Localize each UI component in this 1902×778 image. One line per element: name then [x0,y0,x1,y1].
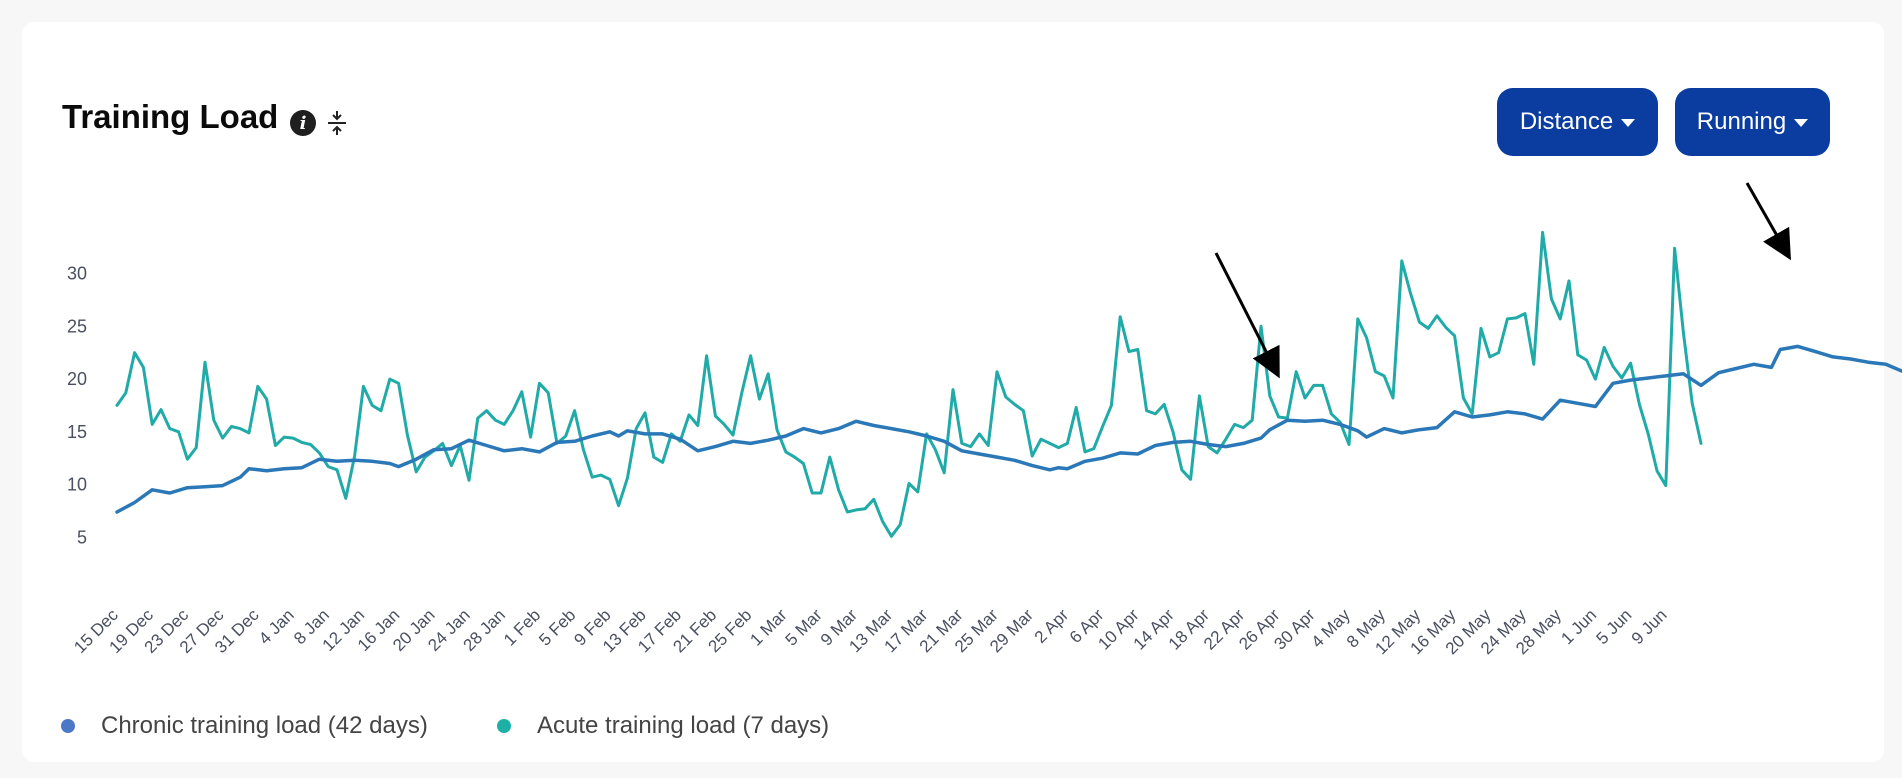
compress-vertical-icon[interactable] [325,109,349,137]
x-tick-label: 1 Jun [1557,605,1600,648]
page-title: Training Load [62,98,279,135]
x-tick-label: 4 Jan [255,605,298,648]
y-tick-label: 25 [67,316,87,336]
annotation-arrows [1214,182,1791,379]
y-tick-label: 10 [67,475,87,495]
x-tick-label: 5 Jun [1593,605,1636,648]
sport-dropdown-button[interactable]: Running [1675,88,1830,156]
legend-chronic[interactable]: Chronic training load (42 days) [61,712,428,740]
x-tick-label: 5 Feb [535,605,579,649]
x-tick-label: 2 Apr [1031,605,1073,647]
caret-down-icon [1621,119,1636,127]
x-tick-label: 1 Mar [746,605,790,649]
caret-down-icon [1794,119,1809,127]
sport-dropdown-label: Running [1696,108,1787,135]
annotation-arrow [1214,252,1280,379]
x-tick-label: 1 Feb [500,605,544,649]
y-tick-label: 15 [67,422,87,442]
annotation-arrow [1745,182,1791,261]
metric-dropdown-label: Distance [1519,108,1614,135]
y-tick-label: 30 [67,264,87,284]
x-tick-label: 4 May [1308,605,1355,652]
y-tick-label: 5 [77,527,87,547]
x-tick-label: 5 Mar [782,605,826,649]
x-tick-label: 9 Jun [1628,605,1671,648]
legend-label-acute: Acute training load (7 days) [537,712,830,739]
y-axis: 5 10 15 20 25 30 [67,264,87,548]
legend-acute[interactable]: Acute training load (7 days) [497,712,829,740]
y-tick-label: 20 [67,369,87,389]
legend-dot-chronic [61,719,75,733]
legend-dot-acute [497,719,511,733]
metric-dropdown-button[interactable]: Distance [1497,88,1658,156]
legend-label-chronic: Chronic training load (42 days) [101,712,428,739]
acute-load-line [115,230,1703,538]
x-tick-label: 30 Apr [1270,605,1318,653]
chronic-load-line [115,344,1902,514]
info-icon[interactable]: i [290,110,316,136]
chart-lines [115,230,1902,538]
